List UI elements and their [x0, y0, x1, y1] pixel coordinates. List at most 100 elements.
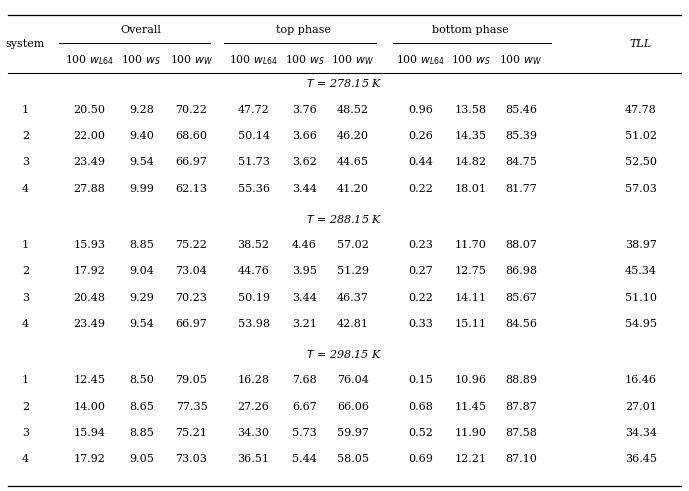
- Text: 9.40: 9.40: [129, 131, 154, 141]
- Text: 0.27: 0.27: [408, 266, 433, 276]
- Text: 46.37: 46.37: [337, 293, 369, 302]
- Text: 46.20: 46.20: [337, 131, 369, 141]
- Text: 38.52: 38.52: [238, 240, 269, 250]
- Text: 22.00: 22.00: [74, 131, 105, 141]
- Text: 57.02: 57.02: [337, 240, 369, 250]
- Text: 44.65: 44.65: [337, 157, 369, 167]
- Text: 87.87: 87.87: [505, 402, 537, 411]
- Text: 23.49: 23.49: [74, 319, 105, 329]
- Text: 8.50: 8.50: [129, 375, 154, 385]
- Text: 36.51: 36.51: [238, 454, 269, 464]
- Text: 13.58: 13.58: [455, 105, 486, 115]
- Text: 0.15: 0.15: [408, 375, 433, 385]
- Text: 17.92: 17.92: [74, 454, 105, 464]
- Text: 50.19: 50.19: [238, 293, 269, 302]
- Text: 20.50: 20.50: [74, 105, 105, 115]
- Text: 3.76: 3.76: [292, 105, 317, 115]
- Text: 85.67: 85.67: [505, 293, 537, 302]
- Text: 20.48: 20.48: [74, 293, 105, 302]
- Text: 15.94: 15.94: [74, 428, 105, 438]
- Text: top phase: top phase: [276, 26, 331, 35]
- Text: 100 $w_{L64}$: 100 $w_{L64}$: [65, 53, 114, 67]
- Text: $T$ = 298.15 K: $T$ = 298.15 K: [307, 348, 382, 360]
- Text: 3: 3: [22, 157, 29, 167]
- Text: 1: 1: [22, 105, 29, 115]
- Text: 76.04: 76.04: [337, 375, 369, 385]
- Text: 51.73: 51.73: [238, 157, 269, 167]
- Text: 100 $w_W$: 100 $w_W$: [170, 53, 213, 67]
- Text: 3.62: 3.62: [292, 157, 317, 167]
- Text: 0.22: 0.22: [408, 184, 433, 193]
- Text: 10.96: 10.96: [455, 375, 486, 385]
- Text: 9.29: 9.29: [129, 293, 154, 302]
- Text: system: system: [6, 39, 45, 49]
- Text: 14.82: 14.82: [455, 157, 486, 167]
- Text: 47.72: 47.72: [238, 105, 269, 115]
- Text: 55.36: 55.36: [238, 184, 269, 193]
- Text: 8.65: 8.65: [129, 402, 154, 411]
- Text: 47.78: 47.78: [625, 105, 657, 115]
- Text: 27.26: 27.26: [238, 402, 269, 411]
- Text: 23.49: 23.49: [74, 157, 105, 167]
- Text: 9.05: 9.05: [129, 454, 154, 464]
- Text: 8.85: 8.85: [129, 240, 154, 250]
- Text: 27.88: 27.88: [74, 184, 105, 193]
- Text: $T$ = 288.15 K: $T$ = 288.15 K: [306, 213, 383, 225]
- Text: 59.97: 59.97: [337, 428, 369, 438]
- Text: 1: 1: [22, 240, 29, 250]
- Text: 66.97: 66.97: [176, 319, 207, 329]
- Text: 0.33: 0.33: [408, 319, 433, 329]
- Text: 0.23: 0.23: [408, 240, 433, 250]
- Text: 85.39: 85.39: [505, 131, 537, 141]
- Text: 53.98: 53.98: [238, 319, 269, 329]
- Text: 84.56: 84.56: [505, 319, 537, 329]
- Text: 0.52: 0.52: [408, 428, 433, 438]
- Text: 14.11: 14.11: [455, 293, 486, 302]
- Text: 7.68: 7.68: [292, 375, 317, 385]
- Text: 2: 2: [22, 266, 29, 276]
- Text: 73.04: 73.04: [176, 266, 207, 276]
- Text: 3.44: 3.44: [292, 184, 317, 193]
- Text: 27.01: 27.01: [625, 402, 657, 411]
- Text: bottom phase: bottom phase: [432, 26, 509, 35]
- Text: 85.46: 85.46: [505, 105, 537, 115]
- Text: 18.01: 18.01: [455, 184, 486, 193]
- Text: 1: 1: [22, 375, 29, 385]
- Text: 70.22: 70.22: [176, 105, 207, 115]
- Text: 3.95: 3.95: [292, 266, 317, 276]
- Text: 9.54: 9.54: [129, 157, 154, 167]
- Text: 84.75: 84.75: [505, 157, 537, 167]
- Text: 62.13: 62.13: [176, 184, 207, 193]
- Text: 3: 3: [22, 293, 29, 302]
- Text: 52.50: 52.50: [625, 157, 657, 167]
- Text: 77.35: 77.35: [176, 402, 207, 411]
- Text: 3.44: 3.44: [292, 293, 317, 302]
- Text: 34.34: 34.34: [625, 428, 657, 438]
- Text: 70.23: 70.23: [176, 293, 207, 302]
- Text: 0.22: 0.22: [408, 293, 433, 302]
- Text: 51.02: 51.02: [625, 131, 657, 141]
- Text: 16.46: 16.46: [625, 375, 657, 385]
- Text: 88.07: 88.07: [505, 240, 537, 250]
- Text: 3.21: 3.21: [292, 319, 317, 329]
- Text: 100 $w_{L64}$: 100 $w_{L64}$: [396, 53, 444, 67]
- Text: 9.54: 9.54: [129, 319, 154, 329]
- Text: 11.90: 11.90: [455, 428, 486, 438]
- Text: 75.21: 75.21: [176, 428, 207, 438]
- Text: 87.10: 87.10: [505, 454, 537, 464]
- Text: 100 $w_S$: 100 $w_S$: [121, 53, 161, 67]
- Text: 9.28: 9.28: [129, 105, 154, 115]
- Text: 88.89: 88.89: [505, 375, 537, 385]
- Text: 4: 4: [22, 454, 29, 464]
- Text: 4: 4: [22, 184, 29, 193]
- Text: 100 $w_{L64}$: 100 $w_{L64}$: [229, 53, 278, 67]
- Text: Overall: Overall: [120, 26, 161, 35]
- Text: 100 $w_W$: 100 $w_W$: [331, 53, 374, 67]
- Text: 6.67: 6.67: [292, 402, 317, 411]
- Text: 81.77: 81.77: [505, 184, 537, 193]
- Text: 100 $w_W$: 100 $w_W$: [500, 53, 542, 67]
- Text: 2: 2: [22, 131, 29, 141]
- Text: 12.75: 12.75: [455, 266, 486, 276]
- Text: 15.11: 15.11: [455, 319, 486, 329]
- Text: 12.21: 12.21: [455, 454, 486, 464]
